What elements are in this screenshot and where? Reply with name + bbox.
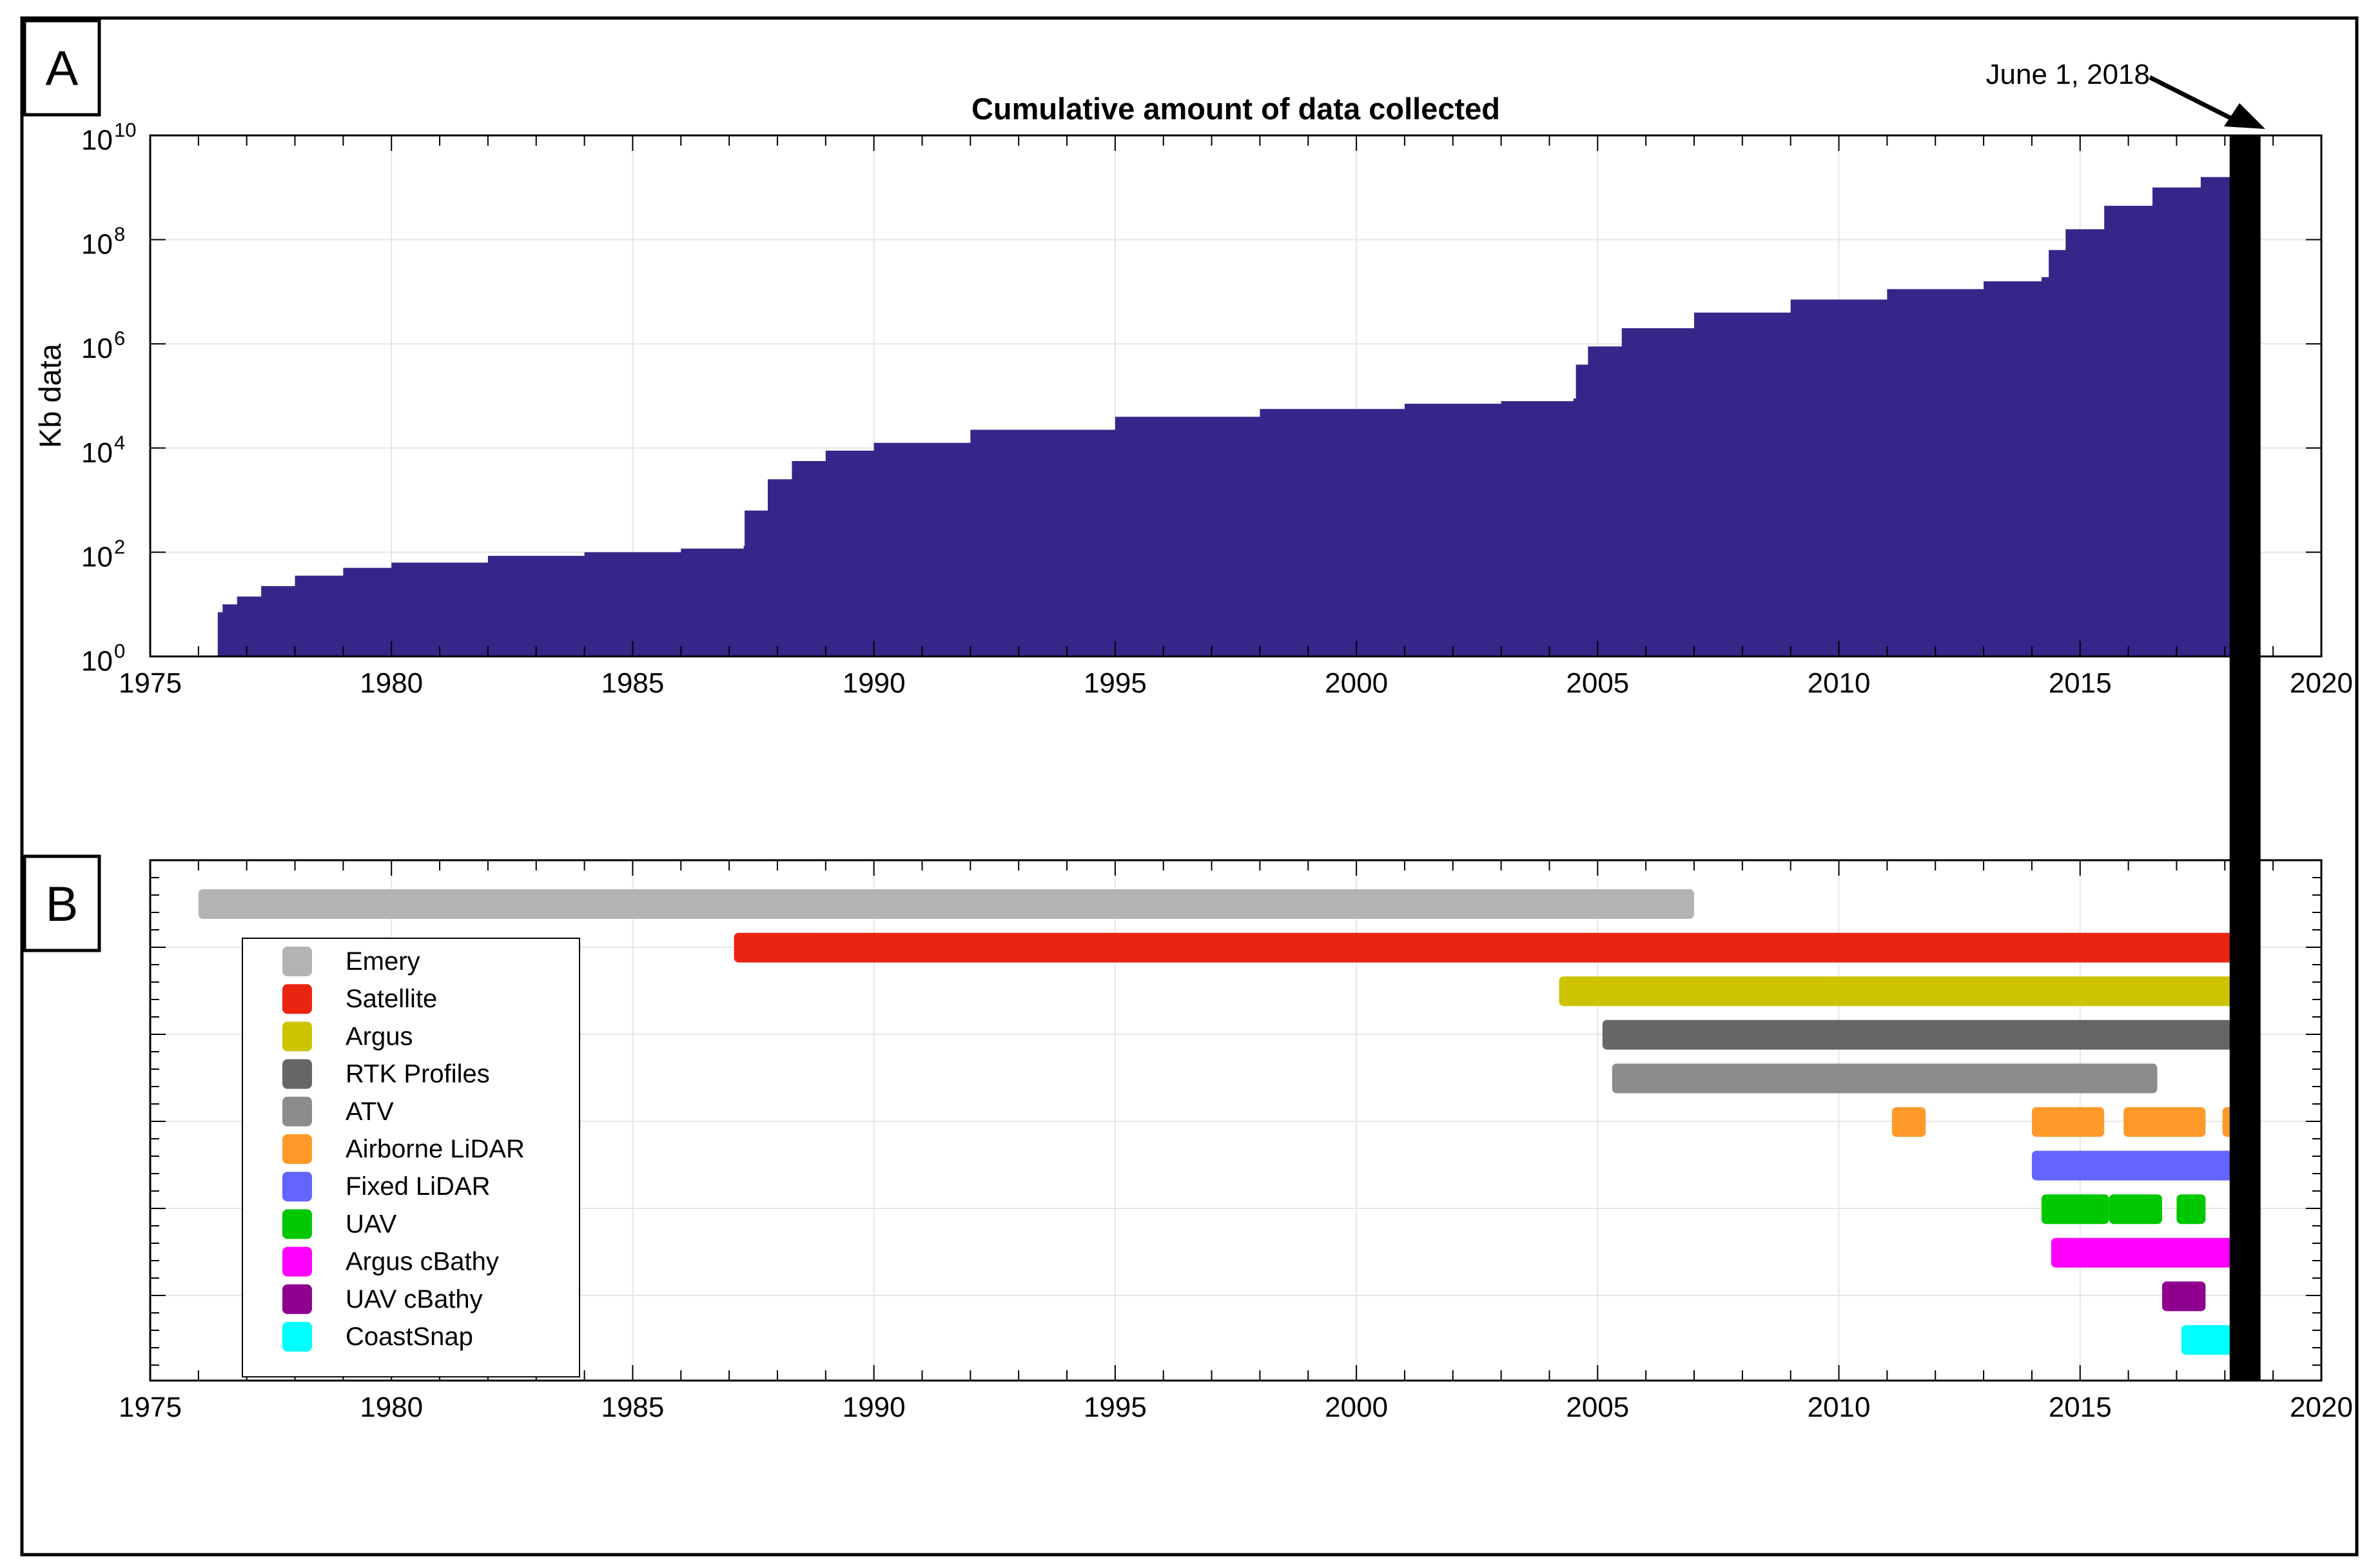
y-tick-label: 10 6 [81,327,125,364]
panel-b-axis-ticks [150,860,2322,1381]
legend-label: UAV [346,1210,397,1238]
svg-text:B: B [46,877,79,932]
x-tick-label: 1990 [843,667,906,699]
y-tick-label-exponent: 10 [114,119,136,141]
y-tick-label-exponent: 8 [114,223,125,246]
bar-uav [2041,1194,2109,1225]
x-tick-label: 1980 [360,1392,423,1423]
x-tick-label: 1985 [601,667,664,699]
x-tick-label: 1995 [1084,1392,1147,1423]
bar-rtk-profiles [1602,1019,2245,1050]
legend-swatch [282,1172,312,1202]
bar-airborne-lidar [2031,1107,2105,1137]
x-tick-label: 1985 [601,1392,664,1423]
panel-b-label: B [23,854,101,952]
bar-atv [1612,1063,2158,1094]
figure-border [20,16,2359,1557]
legend-swatch [282,1021,312,1052]
y-tick-label-exponent: 6 [114,327,125,349]
y-tick-label-base: 10 [81,124,113,156]
legend-label: Emery [346,947,420,976]
y-tick-label-exponent: 0 [114,640,125,662]
bar-argus-cbathy [2051,1237,2245,1268]
x-tick-label: 2010 [1808,1392,1871,1423]
legend-label: RTK Profiles [346,1060,490,1088]
legend-swatch [282,1246,312,1277]
y-tick-label: 10 4 [81,431,125,469]
x-tick-label: 2000 [1325,667,1388,699]
y-tick-label-base: 10 [81,229,113,261]
bar-airborne-lidar [1891,1107,1926,1137]
y-tick-label: 10 8 [81,223,125,261]
legend-swatch [282,1284,312,1314]
legend-label: ATV [346,1097,394,1126]
panel-a-label: A [23,19,101,117]
x-tick-label: 2015 [2049,667,2112,699]
legend-label: CoastSnap [346,1323,473,1351]
bar-uav [2109,1194,2163,1225]
bar-emery [198,889,1695,919]
legend-swatch [282,1059,312,1089]
panel-b-timeline-chart: 1975 1980 1985 1990 1995 2000 2005 2010 2015 2020… [119,859,2353,1423]
y-tick-label: 10 0 [81,640,125,677]
legend-swatch [282,1096,312,1127]
legend-label: Satellite [346,985,437,1013]
y-axis-label: Kb data [33,343,67,448]
y-tick-label-exponent: 2 [114,535,125,558]
x-tick-label: 1995 [1084,667,1147,699]
x-tick-label: 1975 [119,1392,182,1423]
bar-fixed-lidar [2031,1150,2245,1181]
bar-airborne-lidar [2123,1107,2206,1137]
annotation-arrow [2149,75,2265,129]
x-tick-label: 2000 [1325,1392,1388,1423]
legend-swatch [282,947,312,976]
y-tick-label-base: 10 [81,645,113,677]
legend-label: UAV cBathy [346,1285,483,1314]
x-tick-label: 2005 [1566,1392,1629,1423]
x-tick-label: 2010 [1808,667,1871,699]
legend: Emery Satellite Argus RTK Profiles ATV Airbor… [242,938,580,1378]
y-tick-label: 10 10 [81,119,136,156]
legend-label: Fixed LiDAR [346,1172,491,1201]
legend-swatch [282,1134,312,1164]
bar-uav-cbathy [2162,1281,2206,1312]
y-tick-label: 10 2 [81,535,125,573]
x-tick-label: 1975 [119,667,182,699]
panel-b-x-tick-labels: 1975 1980 1985 1990 1995 2000 2005 2010 2015 2020 [119,1392,2353,1423]
bar-uav [2176,1194,2206,1225]
panel-a-cumulative-chart: 1975 1980 1985 1990 1995 2000 2005 2010 2015 2020… [33,92,2353,699]
y-tick-label-base: 10 [81,333,113,364]
x-tick-label: 2015 [2049,1392,2112,1423]
panel-a-x-tick-labels: 1975 1980 1985 1990 1995 2000 2005 2010 2015 2020 [119,667,2353,699]
y-tick-label-exponent: 4 [114,431,125,454]
annotation-label: June 1, 2018 [1986,59,2150,90]
bar-coastsnap [2181,1325,2245,1355]
y-tick-label-base: 10 [81,437,113,469]
panel-b-bars [198,889,2245,1355]
legend-label: Airborne LiDAR [346,1135,525,1163]
x-tick-label: 2020 [2290,1392,2353,1423]
legend-swatch [282,984,312,1014]
panel-a-axes-box [149,134,2323,658]
x-tick-label: 2020 [2290,667,2353,699]
x-tick-label: 1980 [360,667,423,699]
june-2018-marker-bar [2229,135,2261,1381]
svg-text:A: A [46,41,79,96]
cumulative-data-area [215,170,2245,656]
x-tick-label: 2005 [1566,667,1629,699]
panel-b-axes-box [149,859,2323,1382]
legend-label: Argus cBathy [346,1248,499,1276]
legend-swatch [282,1322,312,1352]
chart-title: Cumulative amount of data collected [971,92,1500,126]
x-tick-label: 1990 [843,1392,906,1423]
bar-satellite [734,932,2245,963]
legend-label: Argus [346,1022,413,1050]
y-tick-label-base: 10 [81,541,113,573]
legend-swatch [282,1209,312,1239]
bar-argus [1559,976,2245,1007]
